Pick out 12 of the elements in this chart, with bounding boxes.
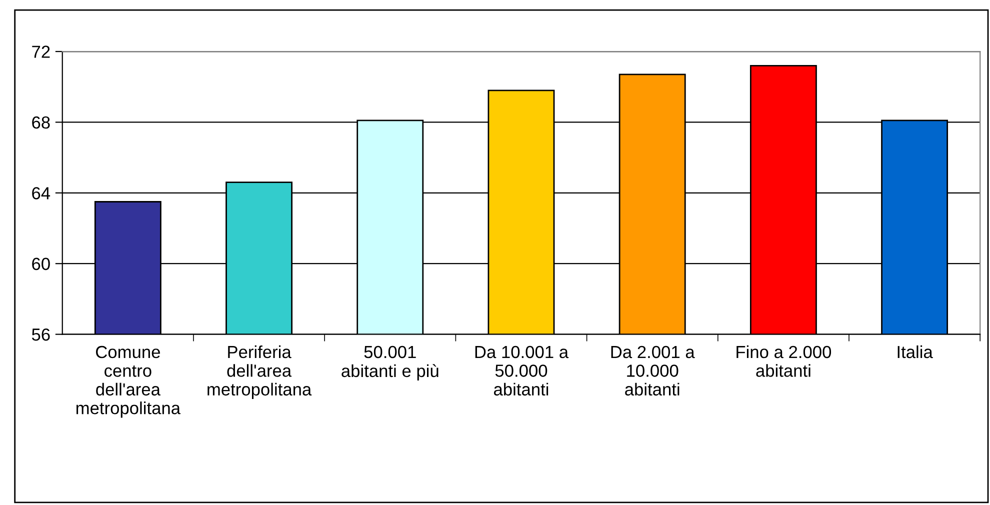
y-tick-label: 56 xyxy=(32,328,50,341)
x-tick-label: 50.001 abitanti e più xyxy=(342,346,438,381)
x-tick-label: Periferia dell'area metropolitana xyxy=(208,345,312,400)
x-tick-label: Da 2.001 a 10.000 abitanti xyxy=(611,346,695,396)
x-tick-label: Comune centro dell'area metropolitana xyxy=(76,346,181,418)
y-tick-label: 64 xyxy=(32,187,50,200)
x-tick-label: Fino a 2.000 abitanti xyxy=(736,345,832,377)
x-tick-label: Italia xyxy=(898,345,933,358)
y-tick-label: 68 xyxy=(32,116,50,129)
y-tick-label: 60 xyxy=(32,258,50,270)
x-tick-label: Da 10.001 a 50.000 abitanti xyxy=(475,346,569,396)
y-tick-label: 72 xyxy=(32,46,50,58)
